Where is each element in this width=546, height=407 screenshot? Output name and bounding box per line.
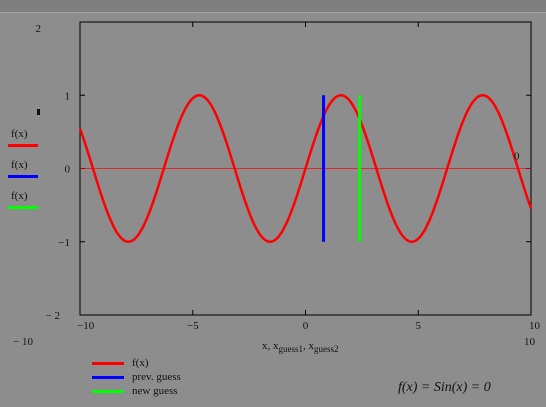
legend-bottom-item: prev. guess <box>92 370 181 384</box>
x-axis-min-label: − 10 <box>13 336 33 348</box>
x-axis-label-sub1: guess1 <box>278 344 304 355</box>
y-tick-label: 2 <box>36 23 42 35</box>
legend-bottom-swatch <box>92 389 124 393</box>
legend-bottom-swatch <box>92 361 124 365</box>
legend-bottom-item: f(x) <box>92 356 181 370</box>
formula-text: f(x) = Sin(x) = 0 <box>398 380 491 395</box>
legend-left-item: f(x) <box>8 190 42 221</box>
legend-bottom: f(x) prev. guess new guess <box>92 356 181 398</box>
x-axis-label-main: x, x <box>262 340 279 352</box>
x-tick-label: 0 <box>303 320 309 332</box>
y-tick-label: 1 <box>65 90 71 102</box>
series-fx-line <box>78 93 533 244</box>
x-axis-label-sep: , x <box>303 340 314 352</box>
legend-bottom-swatch <box>92 375 124 379</box>
x-axis-max-label: 10 <box>524 336 535 348</box>
legend-bottom-label: prev. guess <box>132 371 181 383</box>
x-tick-label: −10 <box>77 320 95 332</box>
legend-left-item: f(x) <box>8 159 42 190</box>
legend-bottom-label: new guess <box>132 385 178 397</box>
legend-left-item: f(x) <box>8 128 42 159</box>
marker-dot <box>37 109 40 115</box>
y-tick-labels: 2 1 0 −1 − 2 <box>36 23 71 322</box>
x-axis-label-sub2: guess2 <box>314 344 339 355</box>
y-tick-label: − 2 <box>46 310 60 322</box>
legend-left-label: f(x) <box>11 128 28 140</box>
y-tick-label: 0 <box>65 164 71 176</box>
header-band <box>0 0 546 13</box>
legend-bottom-label: f(x) <box>132 357 149 369</box>
x-tick-labels: −10 −5 0 5 10 <box>77 320 541 332</box>
right-zero-label: 0 <box>514 151 520 163</box>
legend-left-swatch <box>8 144 38 147</box>
x-tick-label: −5 <box>187 320 199 332</box>
x-axis-label: x, xguess1, xguess2 <box>262 340 339 354</box>
legend-left-swatch <box>8 206 38 209</box>
x-tick-label: 10 <box>529 320 541 332</box>
legend-left-swatch <box>8 175 38 178</box>
legend-bottom-item: new guess <box>92 384 181 398</box>
x-tick-label: 5 <box>416 320 422 332</box>
legend-left-label: f(x) <box>11 190 28 202</box>
legend-left-label: f(x) <box>11 159 28 171</box>
legend-left: f(x) f(x) f(x) <box>8 128 42 221</box>
y-tick-label: −1 <box>58 237 70 249</box>
